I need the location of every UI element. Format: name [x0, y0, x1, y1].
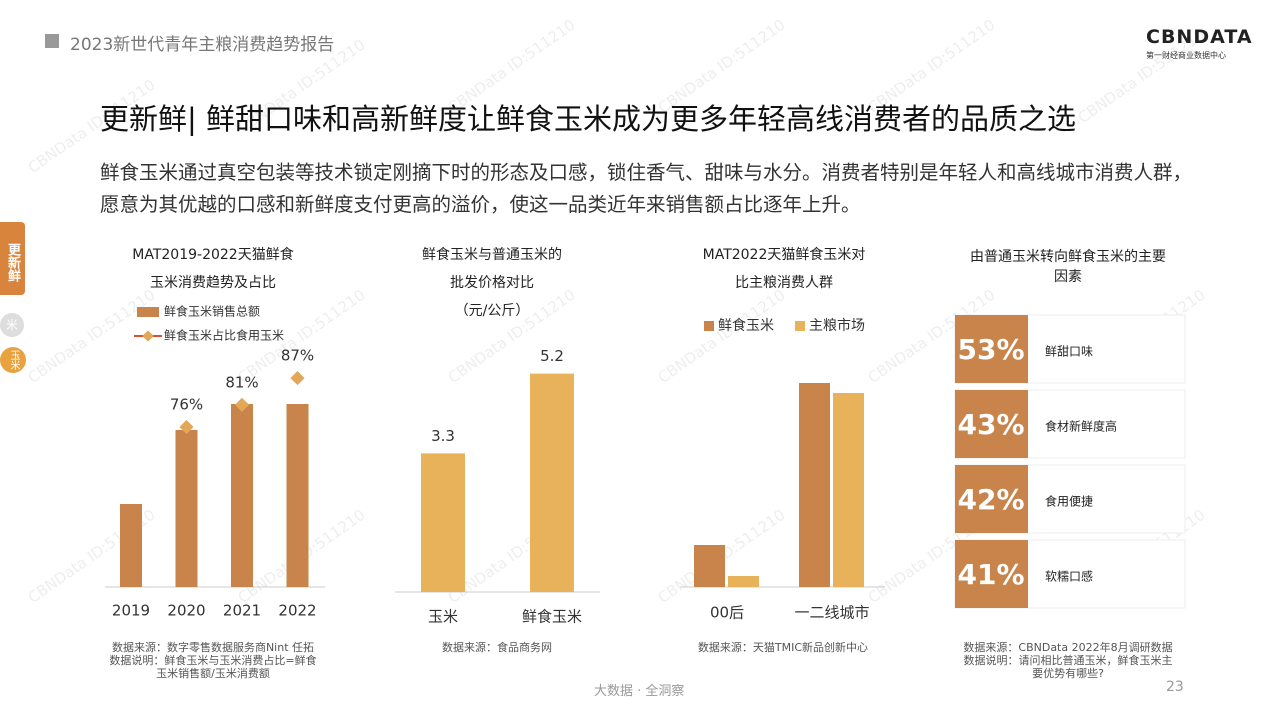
legend-marker [142, 330, 154, 342]
data-label: 76% [170, 396, 203, 414]
marker [290, 371, 305, 386]
chart-title: 鲜食玉米与普通玉米的 [422, 246, 562, 263]
data-label: 5.2 [540, 347, 564, 365]
footer: 大数据 · 全洞察 [594, 684, 685, 699]
page-number: 23 [1166, 679, 1184, 695]
watermark: CBNData ID:511210 [445, 286, 579, 387]
marker [234, 397, 250, 412]
stat-box [955, 390, 1028, 458]
chart-title: 玉米消费趋势及占比 [150, 275, 276, 291]
legend-swatch [704, 321, 714, 331]
bar [286, 404, 309, 587]
data-label: 3.3 [431, 427, 455, 445]
stat-value: 42% [957, 483, 1024, 516]
bar [799, 383, 830, 587]
legend-label: 鲜食玉米 [718, 317, 774, 334]
legend-swatch [137, 307, 159, 317]
chart-title: 因素 [1054, 269, 1082, 285]
x-tick-label: 2019 [112, 602, 150, 620]
logo-sub: 第一财经商业数据中心 [1146, 51, 1226, 60]
legend-label: 鲜食玉米占比食用玉米 [164, 328, 284, 343]
stat-label: 软糯口感 [1045, 569, 1093, 584]
chart-title: （元/公斤） [455, 303, 530, 319]
bar [120, 504, 142, 587]
x-tick-label: 2020 [167, 602, 205, 620]
intro: 鲜食玉米通过真空包装等技术锁定刚摘下时的形态及口感，锁住香气、甜味与水分。消费者… [100, 161, 1193, 216]
stat-value: 53% [957, 333, 1024, 366]
watermark: CBNData ID:511210 [655, 16, 789, 117]
source-note: 数据说明：鲜食玉米与玉米消费占比=鲜食 [109, 653, 316, 667]
data-label: 81% [225, 373, 258, 391]
x-tick-label: 00后 [710, 604, 744, 622]
source-note: 数据来源：CBNData 2022年8月调研数据 [963, 640, 1172, 654]
chart-title: 批发价格对比 [450, 275, 534, 291]
bar [231, 404, 253, 587]
watermark: CBNData ID:511210 [25, 76, 159, 177]
marker [179, 419, 194, 435]
bar [833, 393, 864, 587]
x-tick-label: 玉米 [428, 608, 458, 626]
source-note: 要优势有哪些? [1032, 666, 1104, 680]
legend-label: 主粮市场 [809, 317, 865, 334]
source-note: 玉米销售额/玉米消费额 [156, 666, 270, 680]
x-tick-label: 2021 [223, 602, 261, 620]
watermark: CBNData ID:511210 [235, 36, 369, 137]
source-note: 数据来源：天猫TMIC新品创新中心 [698, 640, 868, 654]
bar [728, 576, 759, 587]
bar [694, 545, 725, 587]
x-tick-label: 一二线城市 [794, 604, 869, 622]
stat-label: 食用便捷 [1045, 494, 1093, 509]
headline: 更新鲜| 鲜甜口味和高新鲜度让鲜食玉米成为更多年轻高线消费者的品质之选 [100, 102, 1076, 136]
stat-box [955, 465, 1028, 533]
header-mark [45, 34, 59, 48]
chart-title: 比主粮消费人群 [735, 275, 833, 291]
side-tab[interactable]: 更新鲜 [0, 222, 25, 295]
source-note: 数据来源：食品商务网 [442, 640, 552, 654]
data-label: 87% [281, 347, 314, 365]
chart-title: 由普通玉米转向鲜食玉米的主要 [970, 248, 1166, 265]
bar [175, 430, 198, 587]
stat-box [955, 540, 1028, 608]
watermark: CBNData ID:511210 [445, 16, 579, 117]
side-tab[interactable]: 玉米 [0, 347, 26, 373]
header-title: 2023新世代青年主粮消费趋势报告 [70, 35, 335, 55]
source-note: 数据来源：数字零售数据服务商Nint 任拓 [112, 640, 314, 654]
stat-value: 41% [957, 558, 1024, 591]
x-tick-label: 2022 [278, 602, 316, 620]
stat-label: 鲜甜口味 [1045, 345, 1093, 359]
watermark: CBNData ID:511210 [865, 16, 999, 117]
stat-label: 食材新鲜度高 [1045, 419, 1117, 434]
legend-label: 鲜食玉米销售总额 [164, 304, 260, 319]
side-tab[interactable]: 米 [0, 313, 24, 337]
logo: CBNDATA [1146, 26, 1253, 48]
chart-title: MAT2019-2022天猫鲜食 [132, 246, 293, 263]
bar [530, 373, 574, 592]
chart-title: MAT2022天猫鲜食玉米对 [703, 246, 866, 263]
x-tick-label: 鲜食玉米 [522, 608, 582, 626]
stat-box [955, 315, 1028, 383]
legend-swatch [795, 321, 805, 331]
bar [421, 453, 465, 592]
watermark: CBNData ID:511210 [1075, 26, 1209, 127]
watermark: CBNData ID:511210 [655, 286, 789, 387]
stat-value: 43% [957, 408, 1024, 441]
source-note: 数据说明：请问相比普通玉米，鲜食玉米主 [964, 653, 1173, 667]
